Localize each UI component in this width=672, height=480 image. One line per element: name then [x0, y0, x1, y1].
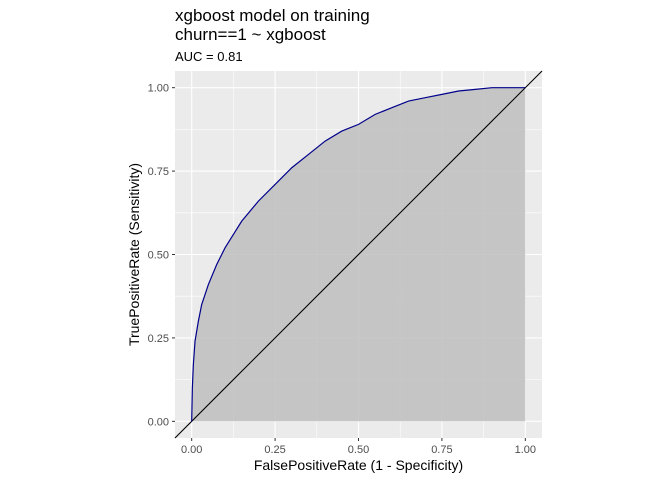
y-tick-label: 1.00 [148, 83, 169, 95]
x-axis-title: FalsePositiveRate (1 - Specificity) [254, 457, 463, 473]
x-tick-label: 0.50 [348, 444, 369, 456]
y-tick-label: 0.50 [148, 250, 169, 262]
x-tick-label: 0.25 [264, 444, 285, 456]
random-classifier-line [174, 70, 543, 439]
x-tick-label: 1.00 [515, 444, 536, 456]
x-axis: 0.00 0.25 0.50 0.75 1.00 [181, 438, 536, 456]
y-tick-label: 0.00 [148, 416, 169, 428]
chart-title-line2: churn==1 ~ xgboost [175, 25, 326, 44]
y-axis-title: TruePositiveRate (Sensitivity) [126, 163, 142, 346]
roc-curve [191, 87, 526, 422]
chart-title: xgboost model on training [175, 6, 370, 25]
chart-subtitle: AUC = 0.81 [175, 49, 243, 64]
y-tick-label: 0.75 [148, 166, 169, 178]
y-tick-label: 0.25 [148, 333, 169, 345]
x-tick-label: 0.00 [181, 444, 202, 456]
x-tick-label: 0.75 [431, 444, 452, 456]
y-axis: 0.00 0.25 0.50 0.75 1.00 [148, 83, 175, 428]
